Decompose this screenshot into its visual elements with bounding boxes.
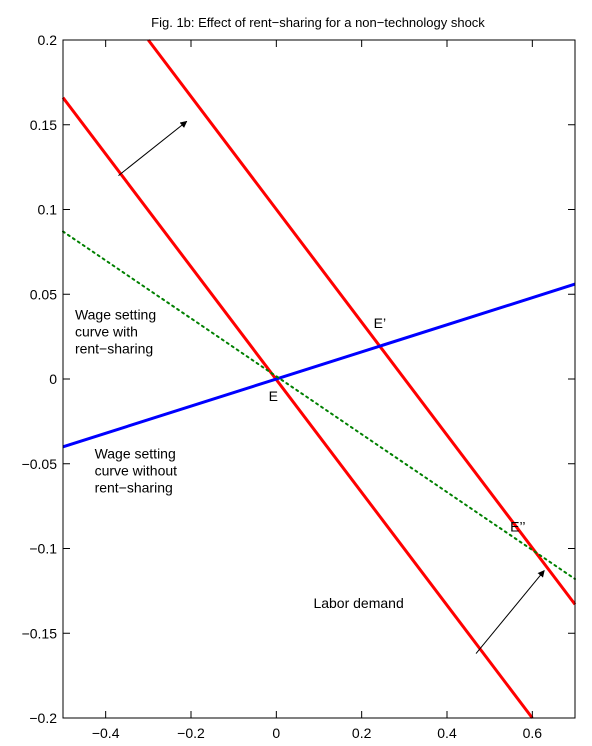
curve-label-1: Wage setting curve with rent−sharing	[75, 307, 156, 357]
x-tick-label: 0	[272, 725, 280, 741]
arrow-layer	[118, 120, 545, 654]
series-line-1	[61, 96, 534, 719]
x-tick-label: −0.4	[92, 725, 120, 741]
y-tick-label: −0.1	[29, 541, 57, 557]
curve-label-1-line-2: curve with	[75, 324, 138, 340]
curve-label-2-line-3: rent−sharing	[95, 480, 173, 496]
x-tick-label: 0.2	[352, 725, 372, 741]
shift-arrow-1	[118, 120, 188, 176]
series-layer	[61, 39, 577, 719]
y-tick-label: −0.2	[29, 710, 57, 726]
y-tick-label: 0.15	[30, 117, 57, 133]
curve-label-1-line-1: Wage setting	[75, 307, 156, 323]
y-tick-label: 0.05	[30, 286, 57, 302]
y-tick-label: −0.05	[22, 456, 58, 472]
annotation-label-1: E	[269, 388, 278, 404]
tick-layer: −0.4 −0.2 0 0.2 0.4 0.6 0.2 0.15 0.1 0.05 0 −0.05 −0…	[22, 32, 575, 741]
shift-arrow-2	[475, 569, 545, 654]
series-line-2	[147, 39, 577, 606]
chart-title: Fig. 1b: Effect of rent−sharing for a no…	[151, 15, 485, 30]
x-tick-label: 0.6	[523, 725, 543, 741]
y-tick-label: 0.2	[38, 32, 58, 48]
plot-frame	[62, 39, 576, 719]
x-tick-label: 0.4	[437, 725, 457, 741]
annotation-label-2: E’	[374, 315, 386, 331]
annotation-label-3: E’’	[510, 519, 525, 535]
annotation-label-4: Labor demand	[313, 595, 403, 611]
curve-label-2-line-2: curve without	[95, 463, 178, 479]
series-line-3	[62, 282, 576, 449]
y-tick-label: 0	[49, 371, 57, 387]
series-line-4	[62, 230, 576, 580]
y-tick-label: −0.15	[22, 625, 58, 641]
y-tick-label: 0.1	[38, 202, 58, 218]
x-tick-label: −0.2	[177, 725, 205, 741]
curve-label-2: Wage setting curve without rent−sharing	[95, 446, 178, 496]
curve-label-2-line-1: Wage setting	[95, 446, 176, 462]
curve-label-1-line-3: rent−sharing	[75, 341, 153, 357]
